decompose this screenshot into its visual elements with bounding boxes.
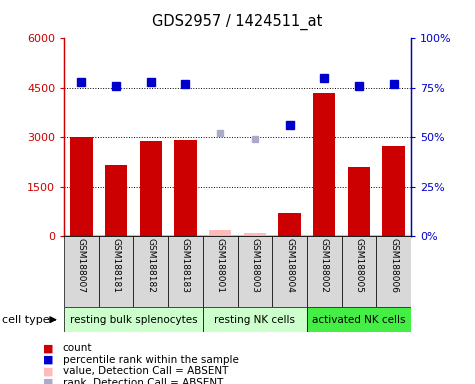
Text: GSM188006: GSM188006 <box>389 238 398 293</box>
Bar <box>168 236 203 307</box>
Bar <box>278 213 301 236</box>
Text: ■: ■ <box>43 366 53 376</box>
Text: rank, Detection Call = ABSENT: rank, Detection Call = ABSENT <box>63 378 223 384</box>
Bar <box>272 236 307 307</box>
Bar <box>307 307 411 332</box>
Text: value, Detection Call = ABSENT: value, Detection Call = ABSENT <box>63 366 228 376</box>
Bar <box>342 236 376 307</box>
Text: GSM188001: GSM188001 <box>216 238 225 293</box>
Text: GSM188003: GSM188003 <box>250 238 259 293</box>
Bar <box>244 233 266 236</box>
Bar <box>238 236 272 307</box>
Bar <box>209 230 231 236</box>
Bar <box>140 141 162 236</box>
Text: GSM188181: GSM188181 <box>112 238 121 293</box>
Text: ■: ■ <box>43 343 53 353</box>
Text: resting NK cells: resting NK cells <box>214 314 295 325</box>
Bar <box>203 307 307 332</box>
Bar <box>382 146 405 236</box>
Bar <box>105 165 127 236</box>
Text: GSM188005: GSM188005 <box>354 238 363 293</box>
Text: GDS2957 / 1424511_at: GDS2957 / 1424511_at <box>152 13 323 30</box>
Text: GSM188002: GSM188002 <box>320 238 329 293</box>
Text: cell type: cell type <box>2 314 50 325</box>
Text: ■: ■ <box>43 355 53 365</box>
Bar <box>174 140 197 236</box>
Bar <box>313 93 335 236</box>
Text: GSM188182: GSM188182 <box>146 238 155 293</box>
Text: GSM188004: GSM188004 <box>285 238 294 293</box>
Bar <box>70 137 93 236</box>
Bar <box>203 236 238 307</box>
Text: GSM188183: GSM188183 <box>181 238 190 293</box>
Bar <box>99 236 133 307</box>
Bar <box>64 236 99 307</box>
Bar <box>376 236 411 307</box>
Text: activated NK cells: activated NK cells <box>312 314 406 325</box>
Bar <box>307 236 342 307</box>
Text: ■: ■ <box>43 378 53 384</box>
Text: count: count <box>63 343 92 353</box>
Text: percentile rank within the sample: percentile rank within the sample <box>63 355 238 365</box>
Bar <box>64 307 203 332</box>
Text: resting bulk splenocytes: resting bulk splenocytes <box>70 314 197 325</box>
Text: GSM188007: GSM188007 <box>77 238 86 293</box>
Bar <box>348 167 370 236</box>
Bar <box>133 236 168 307</box>
